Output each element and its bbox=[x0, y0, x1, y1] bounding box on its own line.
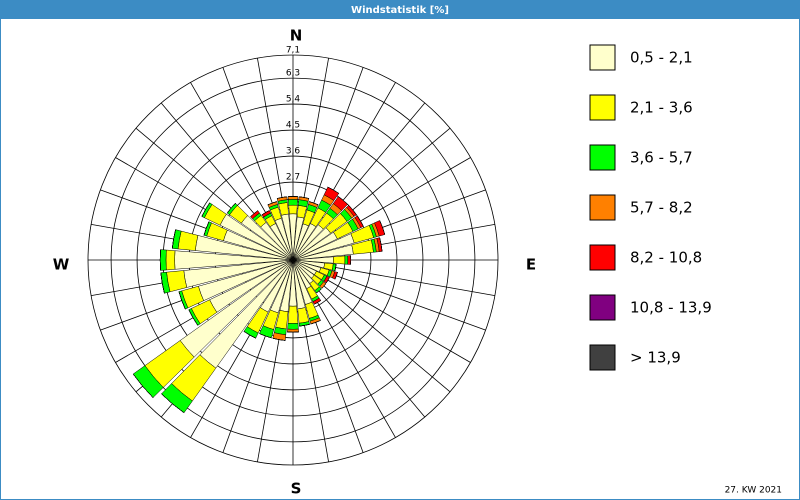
legend-label: 8,2 - 10,8 bbox=[630, 249, 702, 267]
legend-label: 10,8 - 13,9 bbox=[630, 299, 712, 317]
legend-swatch bbox=[589, 94, 616, 121]
wedge bbox=[287, 323, 299, 330]
wedge bbox=[327, 186, 339, 194]
wedge bbox=[288, 204, 298, 215]
legend-swatch bbox=[589, 344, 616, 371]
r-tick-label: 2,7 bbox=[286, 173, 300, 183]
legend-swatch bbox=[589, 194, 616, 221]
wedge bbox=[287, 199, 299, 206]
compass-label: N bbox=[290, 27, 303, 45]
wedge bbox=[165, 249, 176, 271]
wedge bbox=[188, 309, 199, 326]
wedge bbox=[299, 324, 310, 327]
legend-swatch bbox=[589, 144, 616, 171]
grid-ring bbox=[136, 103, 450, 417]
wedge bbox=[379, 220, 386, 235]
chart-title: Windstatistik [%] bbox=[351, 5, 449, 16]
legend-label: 3,6 - 5,7 bbox=[630, 149, 693, 167]
wedge bbox=[226, 203, 236, 214]
grid-ring bbox=[87, 54, 499, 466]
wedge bbox=[333, 255, 346, 265]
legend-label: > 13,9 bbox=[630, 349, 681, 367]
legend-label: 0,5 - 2,1 bbox=[630, 49, 693, 67]
wedge bbox=[310, 320, 321, 325]
r-tick-label: 6,3 bbox=[286, 69, 300, 79]
wedge bbox=[203, 221, 210, 236]
wedge bbox=[160, 272, 165, 294]
r-tick-label: 5,4 bbox=[286, 95, 301, 105]
compass-label: E bbox=[526, 256, 536, 274]
legend-swatch bbox=[589, 44, 616, 71]
wedge bbox=[347, 255, 351, 265]
wedge bbox=[379, 237, 383, 252]
title-bar bbox=[0, 0, 800, 19]
wedge bbox=[159, 249, 167, 271]
wedge bbox=[299, 196, 309, 199]
wedge bbox=[287, 328, 299, 333]
legend-label: 5,7 - 8,2 bbox=[630, 199, 693, 217]
wedge bbox=[267, 201, 277, 206]
note: 27. KW 2021 bbox=[725, 486, 782, 496]
r-tick-label: 7,1 bbox=[286, 46, 300, 56]
compass-label: S bbox=[291, 480, 302, 498]
r-tick-label: 3,6 bbox=[286, 147, 301, 157]
wedge bbox=[287, 196, 299, 200]
wedge bbox=[178, 291, 186, 310]
wedge bbox=[309, 201, 319, 206]
wedge bbox=[344, 255, 349, 265]
wedge bbox=[243, 331, 256, 339]
legend-swatch bbox=[589, 294, 616, 321]
wedge bbox=[287, 305, 299, 324]
r-tick-label: 4,5 bbox=[286, 121, 300, 131]
legend-label: 2,1 - 3,6 bbox=[630, 99, 693, 117]
legend-swatch bbox=[589, 244, 616, 271]
compass-label: W bbox=[53, 256, 70, 274]
grid-ring bbox=[110, 77, 476, 443]
wedge bbox=[357, 215, 364, 227]
